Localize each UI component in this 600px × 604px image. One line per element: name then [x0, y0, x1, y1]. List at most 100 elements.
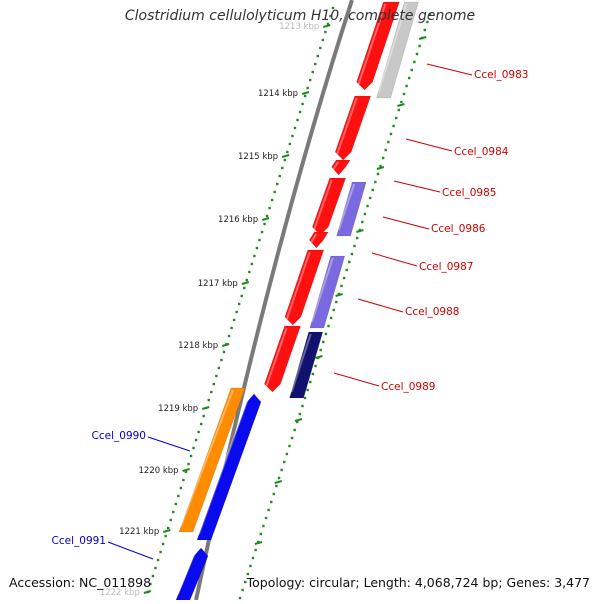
tick-dot-right [322, 340, 325, 344]
tick-dot-left [166, 526, 170, 530]
tick-dot-right [275, 484, 278, 488]
tick-dot-left [253, 254, 256, 258]
gene-label-ccel-0989: Ccel_0989 [381, 381, 435, 393]
gene-ccel-0983-arrow [356, 1, 400, 91]
tick-dot-left [296, 118, 299, 122]
gene-label-ccel-0986: Ccel_0986 [431, 223, 486, 235]
tick-dot-left [227, 334, 231, 338]
tick-dot-left [154, 566, 157, 570]
tick-dot-left [243, 286, 246, 290]
tick-dot-right [350, 252, 354, 256]
tick-dot-right [324, 332, 328, 336]
tick-dot-left [319, 46, 322, 50]
gene-label-ccel-0991: Ccel_0991 [52, 535, 106, 547]
tick-dot-left [187, 462, 190, 466]
tick-dot-left [326, 22, 330, 26]
tick-dot-left [207, 398, 210, 402]
minor-tick-mark [335, 293, 343, 297]
leader-line-ccel-0988 [357, 298, 404, 313]
minor-tick-mark [418, 36, 427, 40]
tick-dot-left [314, 62, 317, 66]
kbp-tick-mark [281, 154, 290, 158]
tick-dot-left [245, 278, 248, 282]
gene-ccel-0983-arrow-shine [357, 3, 387, 85]
tick-dot-left [303, 94, 307, 98]
tick-dot-right [392, 124, 395, 128]
tick-dot-right [306, 388, 309, 392]
tick-dot-right [376, 172, 380, 176]
feature-lane-purple-2-shine [310, 257, 334, 323]
tick-dot-right [246, 572, 250, 576]
tick-dot-left [273, 190, 276, 194]
tick-dot-left [260, 230, 264, 234]
gene-ccel-0987-arrow-shine [310, 233, 318, 243]
kbp-tick-mark [143, 590, 152, 594]
tick-dot-right [293, 428, 296, 432]
tick-dot-right [397, 108, 400, 112]
tick-dot-left [321, 38, 325, 42]
kbp-tick-label: 1221 kbp [119, 527, 159, 537]
tick-dot-left [169, 518, 172, 522]
tick-dot-left [265, 214, 269, 218]
tick-dot-right [251, 556, 255, 560]
leader-line-ccel-0983 [426, 63, 473, 76]
tick-dot-right [418, 44, 421, 48]
feature-lane-gray [376, 1, 419, 99]
tick-dot-right [303, 396, 307, 400]
kbp-tick-label: 1222 kbp [100, 588, 140, 598]
feature-lane-gray-shine [377, 3, 408, 93]
kbp-tick-label: 1218 kbp [178, 341, 218, 351]
tick-dot-right [319, 348, 322, 352]
gene-ccel-0985-arrow-shine [332, 161, 340, 170]
feature-lane-navy [289, 331, 324, 399]
kbp-tick-mark [201, 406, 210, 410]
leader-line-ccel-0989 [333, 372, 380, 387]
tick-dot-right [335, 300, 338, 304]
tick-dot-right [361, 220, 364, 224]
tick-dot-right [259, 532, 263, 536]
tick-dot-right [249, 564, 252, 568]
tick-dot-right [410, 68, 413, 72]
leader-line-ccel-0991 [107, 541, 154, 560]
tick-dot-left [149, 582, 152, 586]
tick-dot-right [262, 524, 265, 528]
tick-dot-right [363, 212, 367, 216]
gene-label-ccel-0983: Ccel_0983 [474, 69, 528, 81]
tick-dot-left [268, 206, 271, 210]
tick-dot-left [286, 150, 289, 154]
tick-dot-left [172, 510, 175, 514]
tick-dot-right [374, 180, 377, 184]
tick-dot-left [202, 414, 205, 418]
gene-ccel-0985-arrow [331, 159, 351, 176]
gene-label-ccel-0984: Ccel_0984 [454, 146, 509, 158]
tick-dot-left [212, 382, 216, 386]
tick-dot-right [366, 204, 369, 208]
tick-dot-right [371, 188, 374, 192]
gene-ccel-0986-arrow [311, 177, 347, 236]
feature-lane-purple-1 [336, 181, 367, 237]
minor-tick-mark [274, 480, 283, 484]
tick-dot-left [293, 126, 297, 130]
feature-lane-purple-1-shine [337, 183, 356, 231]
tick-dot-left [250, 262, 254, 266]
tick-dot-left [210, 390, 213, 394]
leader-line-ccel-0984 [405, 138, 453, 152]
kbp-tick-mark [323, 24, 331, 28]
kbp-tick-label: 1219 kbp [158, 404, 198, 414]
gene-ccel-0988-arrow [284, 249, 325, 326]
tick-dot-right [423, 28, 426, 32]
leader-line-ccel-0987 [371, 252, 418, 267]
feature-lane-purple-2 [309, 255, 346, 329]
tick-dot-left [220, 358, 223, 362]
tick-dot-left [164, 534, 167, 538]
tick-dot-left [306, 86, 309, 90]
tick-dot-left [159, 550, 162, 554]
tick-dot-right [264, 516, 268, 520]
tick-dot-left [217, 366, 221, 370]
tick-dot-right [270, 500, 273, 504]
tick-dot-right [329, 316, 333, 320]
gene-ccel-0987-arrow [308, 231, 329, 249]
tick-dot-right [426, 20, 429, 24]
kbp-tick-label: 1214 kbp [258, 89, 298, 99]
tick-dot-left [283, 158, 287, 162]
